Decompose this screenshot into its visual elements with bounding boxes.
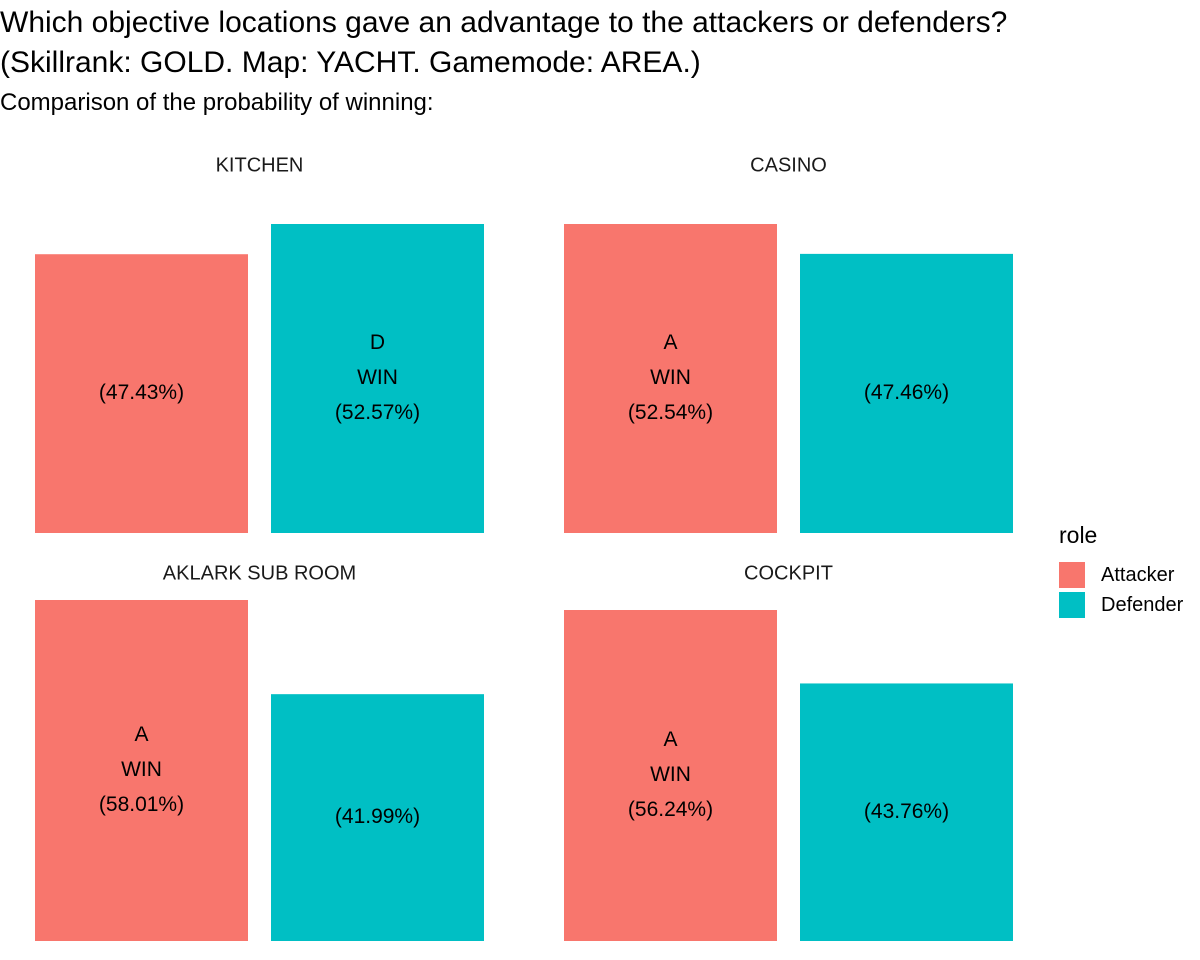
legend-item-attacker: Attacker: [1059, 560, 1183, 590]
facet-title-casino: CASINO: [750, 154, 827, 176]
bar-kitchen-defender: [271, 224, 484, 533]
bar-label-casino-attacker-2: (52.54%): [628, 401, 713, 424]
bar-label-aklark-sub-room-attacker-1: WIN: [121, 758, 162, 781]
bar-label-aklark-sub-room-attacker-0: A: [134, 723, 148, 746]
legend-label-defender: Defender: [1101, 593, 1184, 616]
facet-title-aklark-sub-room: AKLARK SUB ROOM: [163, 562, 356, 584]
bar-label-cockpit-attacker-2: (56.24%): [628, 798, 713, 821]
legend-label-attacker: Attacker: [1101, 563, 1175, 586]
bar-kitchen-attacker: [35, 254, 248, 534]
bar-label-kitchen-defender-0: D: [370, 331, 385, 354]
facet-casino: CASINO A WIN (52.54%) (47.46%): [564, 154, 1013, 534]
facet-aklark-sub-room: AKLARK SUB ROOM A WIN (58.01%) (41.99%): [35, 562, 484, 941]
bar-label-kitchen-attacker-0: (47.43%): [99, 381, 184, 404]
facet-kitchen: KITCHEN (47.43%) D WIN (52.57%): [35, 154, 484, 534]
legend: role Attacker Defender: [1059, 520, 1183, 620]
legend-title: role: [1059, 522, 1098, 548]
bar-label-kitchen-defender-2: (52.57%): [335, 401, 420, 424]
bar-label-cockpit-defender-0: (43.76%): [864, 800, 949, 823]
bar-label-casino-attacker-1: WIN: [650, 366, 691, 389]
bar-label-aklark-sub-room-attacker-2: (58.01%): [99, 793, 184, 816]
bar-label-cockpit-attacker-0: A: [663, 728, 677, 751]
bar-label-aklark-sub-room-defender-0: (41.99%): [335, 805, 420, 828]
bar-cockpit-attacker: [564, 610, 777, 941]
bar-casino-attacker: [564, 224, 777, 533]
bar-label-cockpit-attacker-1: WIN: [650, 763, 691, 786]
bar-casino-defender: [800, 253, 1013, 534]
legend-key-attacker: [1059, 562, 1085, 588]
bar-label-casino-defender-0: (47.46%): [864, 381, 949, 404]
legend-key-defender: [1059, 592, 1085, 618]
chart-title-line-2: (Skillrank: GOLD. Map: YACHT. Gamemode: …: [0, 46, 701, 79]
facet-title-kitchen: KITCHEN: [216, 154, 304, 176]
bar-cockpit-defender: [800, 683, 1013, 941]
facet-title-cockpit: COCKPIT: [744, 562, 833, 584]
faceted-bar-chart: KITCHEN (47.43%) D WIN (52.57%) CASINO A WIN (52…: [35, 154, 1013, 941]
bar-label-kitchen-defender-1: WIN: [357, 366, 398, 389]
bar-aklark-sub-room-defender: [271, 694, 484, 941]
chart-title-line-1: Which objective locations gave an advant…: [0, 6, 1008, 39]
chart-subtitle: Comparison of the probability of winning…: [0, 89, 434, 116]
facet-cockpit: COCKPIT A WIN (56.24%) (43.76%): [564, 562, 1013, 941]
bar-label-casino-attacker-0: A: [663, 331, 677, 354]
bar-aklark-sub-room-attacker: [35, 600, 248, 941]
legend-item-defender: Defender: [1059, 590, 1183, 620]
